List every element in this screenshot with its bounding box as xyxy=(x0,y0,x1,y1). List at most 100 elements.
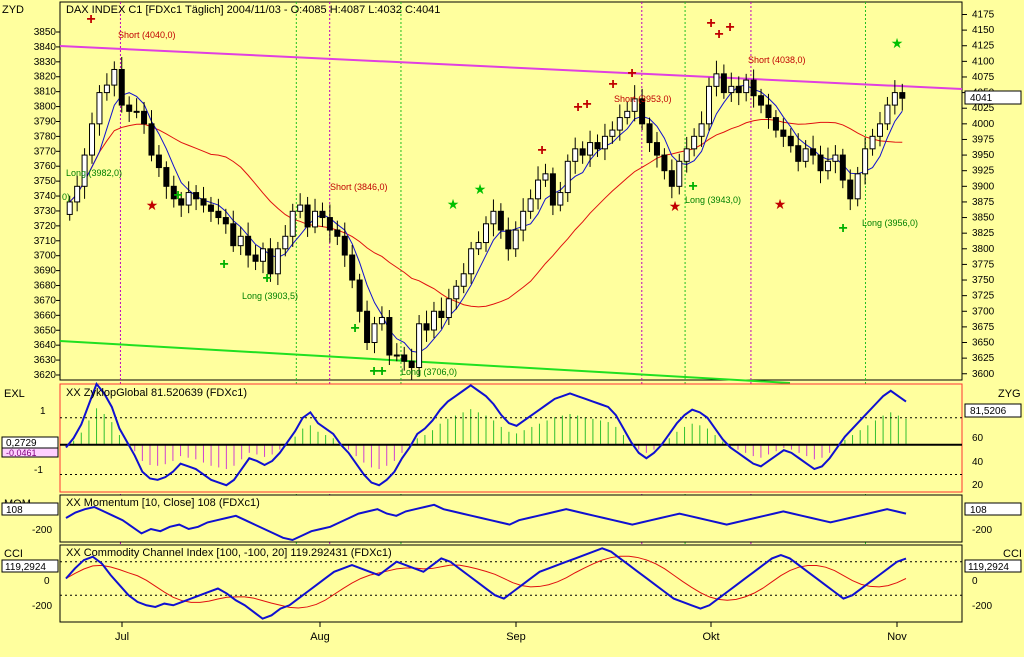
signal-cross-marker: + xyxy=(219,256,228,273)
signal-cross-marker: + xyxy=(350,320,359,337)
left-tick: 3800 xyxy=(34,102,57,113)
candle-body xyxy=(118,68,125,106)
candle-body xyxy=(609,129,616,137)
signal-cross-marker: + xyxy=(688,178,697,195)
candle-body xyxy=(817,154,824,172)
candle-body xyxy=(497,210,504,231)
candle-body xyxy=(884,104,891,125)
signal-label-short: Short (4040,0) xyxy=(118,30,176,40)
candle-body xyxy=(758,95,765,106)
signal-cross-marker: + xyxy=(714,26,723,43)
cci-readout-right-box xyxy=(964,559,1022,573)
candle-body xyxy=(453,285,460,300)
month-label: Sep xyxy=(506,631,526,643)
left-tick: 3640 xyxy=(34,340,57,351)
candle-body xyxy=(535,179,542,200)
signal-star-marker: ★ xyxy=(474,181,487,197)
signal-cross-marker: + xyxy=(377,363,386,380)
candle-body xyxy=(178,198,185,206)
cci-right-tick-200: -200 xyxy=(972,601,992,612)
candle-body xyxy=(163,167,170,187)
candle-body xyxy=(438,310,445,319)
signal-cross-marker: + xyxy=(838,220,847,237)
zyklop-readout-right: 81,5206 xyxy=(970,406,1007,417)
momentum-panel[interactable]: MOM XX Momentum [10, Close] 108 (FDXc1) … xyxy=(1,494,1022,543)
signal-star-marker: ★ xyxy=(669,198,682,214)
right-tick: 3925 xyxy=(972,166,995,177)
cci-title: XX Commodity Channel Index [100, -100, 2… xyxy=(66,547,392,559)
price-plot-area[interactable] xyxy=(59,1,963,381)
right-tick: 3700 xyxy=(972,306,995,317)
candle-body xyxy=(289,210,296,237)
candle-body xyxy=(312,210,319,228)
candle-body xyxy=(899,92,906,99)
candle-body xyxy=(304,204,311,228)
right-tick: 3675 xyxy=(972,322,995,333)
candle-body xyxy=(193,192,200,200)
cci-panel[interactable]: CCI XX Commodity Channel Index [100, -10… xyxy=(1,544,1022,623)
signal-cross-marker: + xyxy=(86,11,95,28)
signal-cross-marker: + xyxy=(608,76,617,93)
candle-body xyxy=(371,323,378,344)
candle-body xyxy=(148,123,155,156)
candle-body xyxy=(230,223,237,247)
candle-body xyxy=(653,142,660,156)
left-tick: 3730 xyxy=(34,206,57,217)
left-tick: 3650 xyxy=(34,325,57,336)
signal-star-marker: ★ xyxy=(774,196,787,212)
signal-cross-marker: + xyxy=(725,19,734,36)
candle-body xyxy=(832,154,839,162)
zyklop-panel[interactable]: EXL XX ZyklopGlobal 81.520639 (FDXc1) ZY… xyxy=(1,382,1022,493)
right-tick: 3850 xyxy=(972,213,995,224)
month-label: Jul xyxy=(115,631,129,643)
candle-body xyxy=(126,104,133,112)
candle-body xyxy=(460,273,467,287)
cci-plot-area[interactable] xyxy=(59,544,963,623)
candle-body xyxy=(252,254,259,262)
candle-body xyxy=(505,229,512,250)
left-tick: 3680 xyxy=(34,281,57,292)
right-tick: 3775 xyxy=(972,259,995,270)
candle-body xyxy=(594,142,601,150)
zyklop-right-tick-40: 40 xyxy=(972,457,984,468)
right-price-axis: 3600 3625 3650 3675 3700 3725 3750 3775 3800 3825… xyxy=(962,9,995,380)
candle-body xyxy=(624,110,631,119)
price-panel[interactable]: +++ +++++ +++++++++★ ★ ★★★★ Short (4040,0)Lo… xyxy=(2,1,1022,622)
candle-body xyxy=(765,104,772,119)
left-tick: 3690 xyxy=(34,266,57,277)
zyklop-right-tick-60: 60 xyxy=(972,433,984,444)
candle-body xyxy=(676,160,683,187)
candle-body xyxy=(527,198,534,212)
cci-right-tick-0: 0 xyxy=(972,576,978,587)
left-tick: 3720 xyxy=(34,221,57,232)
right-tick: 4075 xyxy=(972,72,995,83)
candle-body xyxy=(542,173,549,181)
right-tick: 3800 xyxy=(972,244,995,255)
candle-body xyxy=(468,248,475,275)
candle-body xyxy=(237,235,244,247)
candle-body xyxy=(319,210,326,219)
left-tick: 3790 xyxy=(34,116,57,127)
signal-label-long: Long (3982,0) xyxy=(66,168,122,178)
left-tick: 3700 xyxy=(34,251,57,262)
momentum-readout-right: 108 xyxy=(970,505,987,516)
candle-body xyxy=(668,170,675,187)
zyklop-left-tick-2: -1 xyxy=(34,465,43,476)
candle-body xyxy=(810,148,817,156)
candle-body xyxy=(735,85,742,94)
candle-body xyxy=(267,248,274,275)
slow-moving-average xyxy=(69,118,903,308)
candle-body xyxy=(259,248,266,262)
signal-star-marker: ★ xyxy=(447,196,460,212)
last-price-box xyxy=(964,90,1022,105)
zyklop-plot-area[interactable] xyxy=(59,383,963,493)
candle-body xyxy=(423,323,430,331)
candle-body xyxy=(854,173,861,200)
candle-body xyxy=(378,317,385,325)
candle-body xyxy=(490,210,497,225)
candle-body xyxy=(356,279,363,312)
cci-left-label: CCI xyxy=(4,548,23,560)
left-tick: 3670 xyxy=(34,295,57,306)
candle-body xyxy=(282,235,289,250)
